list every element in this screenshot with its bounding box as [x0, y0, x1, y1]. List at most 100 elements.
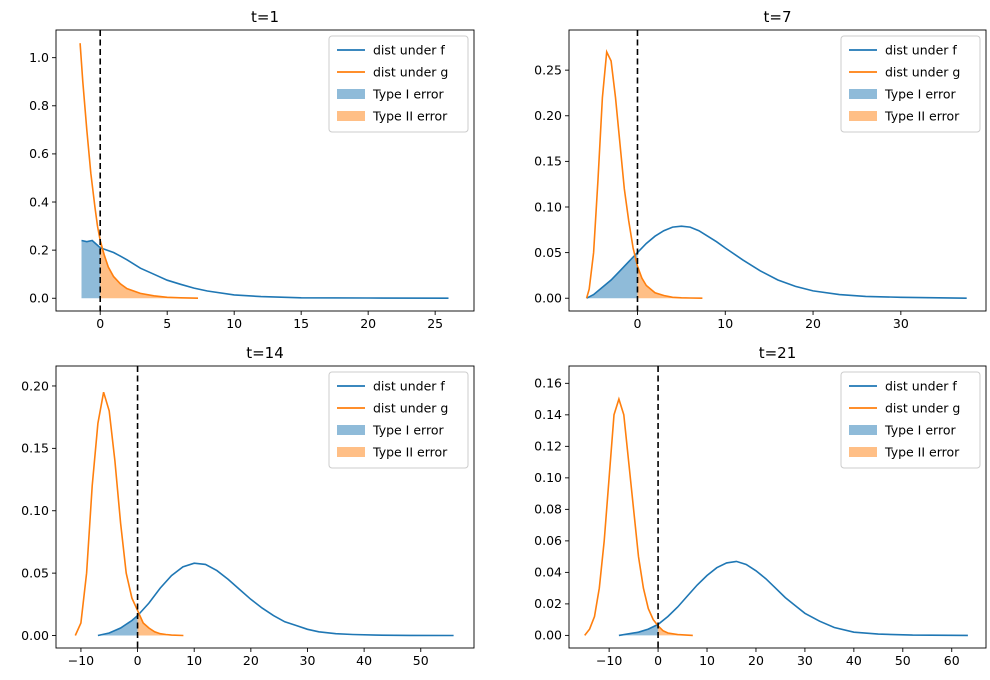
axes-frame — [568, 29, 987, 312]
fill-type-ii-error — [137, 610, 184, 636]
x-tick-label: 30 — [797, 653, 813, 668]
x-tick-label: 20 — [243, 653, 259, 668]
series-line-f — [81, 239, 449, 299]
legend-patch-swatch — [849, 111, 877, 121]
x-tick-label: 0 — [654, 653, 662, 668]
x-tick-label: 0 — [633, 316, 641, 331]
y-tick-label: 0.8 — [29, 98, 49, 113]
fill-type-i-error — [81, 240, 101, 299]
fill-type-i-error — [586, 252, 638, 299]
y-tick-label: 0.20 — [534, 108, 562, 123]
panel-2: 0 10 20 30 0.00 0.05 0.10 0.15 0.20 0.25 t=7 dist u… — [534, 8, 987, 331]
legend-label: Type II error — [372, 445, 448, 460]
legend-patch-swatch — [849, 89, 877, 99]
series-line-f — [97, 562, 454, 637]
y-tick-label: 1.0 — [29, 50, 49, 65]
legend-label: Type II error — [884, 109, 960, 124]
legend-label: Type I error — [372, 87, 444, 102]
legend: dist under f dist under g Type I error Type… — [840, 35, 981, 133]
plot-area — [584, 366, 968, 648]
x-tick-label: 40 — [846, 653, 862, 668]
x-tick-label: 30 — [300, 653, 316, 668]
legend-box — [328, 35, 469, 133]
x-tick-label: 10 — [717, 316, 733, 331]
y-tick-label: 0.15 — [21, 441, 49, 456]
panel-1: 0 5 10 15 20 25 0.0 0.2 0.4 0.6 0.8 1.0 t=1 dist unde… — [29, 8, 475, 331]
legend-label: Type I error — [372, 423, 444, 438]
x-tick-label: 5 — [163, 316, 171, 331]
x-tick-label: 25 — [427, 316, 443, 331]
chart-title: t=1 — [251, 8, 279, 26]
x-tick-label: 20 — [805, 316, 821, 331]
y-tick-label: 0.05 — [534, 245, 562, 260]
legend: dist under f dist under g Type I error Type… — [840, 371, 981, 469]
y-tick-label: 0.4 — [29, 194, 49, 209]
x-tick-label: 10 — [699, 653, 715, 668]
series-line-g — [79, 43, 199, 299]
series-line-g — [585, 48, 703, 299]
chart-title: t=7 — [764, 8, 792, 26]
x-tick-label: 15 — [293, 316, 309, 331]
legend-label: Type II error — [884, 445, 960, 460]
legend-label: dist under g — [885, 401, 960, 416]
legend-label: dist under f — [373, 379, 445, 394]
y-tick-label: 0.10 — [534, 470, 562, 485]
fill-type-ii-error — [637, 266, 703, 299]
legend-label: dist under f — [885, 43, 957, 58]
legend-label: dist under g — [373, 65, 448, 80]
legend-label: dist under f — [373, 43, 445, 58]
legend: dist under f dist under g Type I error Type… — [328, 35, 469, 133]
legend-patch-swatch — [337, 89, 365, 99]
legend-patch-swatch — [849, 447, 877, 457]
y-tick-label: 0.08 — [534, 502, 562, 517]
legend-patch-swatch — [849, 425, 877, 435]
legend-label: dist under g — [373, 401, 448, 416]
x-tick-label: 50 — [413, 653, 429, 668]
legend-box — [328, 371, 469, 469]
y-tick-label: 0.2 — [29, 242, 49, 257]
x-tick-label: 40 — [356, 653, 372, 668]
x-tick-label: 60 — [944, 653, 960, 668]
y-tick-label: 0.0 — [29, 291, 49, 306]
legend-box — [840, 35, 981, 133]
y-tick-label: 0.25 — [534, 62, 562, 77]
y-tick-label: 0.12 — [534, 439, 562, 454]
y-tick-label: 0.00 — [534, 291, 562, 306]
legend-label: Type I error — [884, 423, 956, 438]
y-tick-label: 0.15 — [534, 154, 562, 169]
legend-label: Type II error — [372, 109, 448, 124]
y-tick-label: 0.10 — [21, 503, 49, 518]
panel-3: −10 0 10 20 30 40 50 0.00 0.05 0.10 0.15 0.20 t=14 di… — [21, 344, 475, 668]
y-tick-label: 0.00 — [534, 628, 562, 643]
fill-type-i-error — [97, 615, 138, 636]
y-tick-label: 0.16 — [534, 376, 562, 391]
x-tick-label: 30 — [893, 316, 909, 331]
x-tick-label: 0 — [134, 653, 142, 668]
legend-label: Type I error — [884, 87, 956, 102]
panel-4: −10 0 10 20 30 40 50 60 0.00 0.02 0.04 0.06 0.08 0.10… — [534, 344, 987, 668]
y-tick-label: 0.10 — [534, 199, 562, 214]
plot-area — [79, 30, 449, 311]
x-tick-label: 10 — [226, 316, 242, 331]
x-tick-label: 50 — [895, 653, 911, 668]
y-tick-label: 0.14 — [534, 407, 562, 422]
fill-type-ii-error — [100, 240, 198, 299]
legend-label: dist under g — [885, 65, 960, 80]
series-line-g — [74, 391, 184, 637]
axes-frame — [55, 29, 475, 312]
y-tick-label: 0.00 — [21, 628, 49, 643]
plot-area — [585, 30, 967, 311]
legend: dist under f dist under g Type I error Type… — [328, 371, 469, 469]
x-tick-label: −10 — [68, 653, 94, 668]
legend-label: dist under f — [885, 379, 957, 394]
x-tick-label: 0 — [96, 316, 104, 331]
y-tick-label: 0.6 — [29, 146, 49, 161]
fill-type-i-error — [618, 624, 659, 636]
y-tick-label: 0.04 — [534, 565, 562, 580]
x-tick-label: 10 — [186, 653, 202, 668]
axes-frame — [55, 365, 475, 649]
x-tick-label: 20 — [748, 653, 764, 668]
y-tick-label: 0.02 — [534, 596, 562, 611]
x-tick-label: 20 — [360, 316, 376, 331]
